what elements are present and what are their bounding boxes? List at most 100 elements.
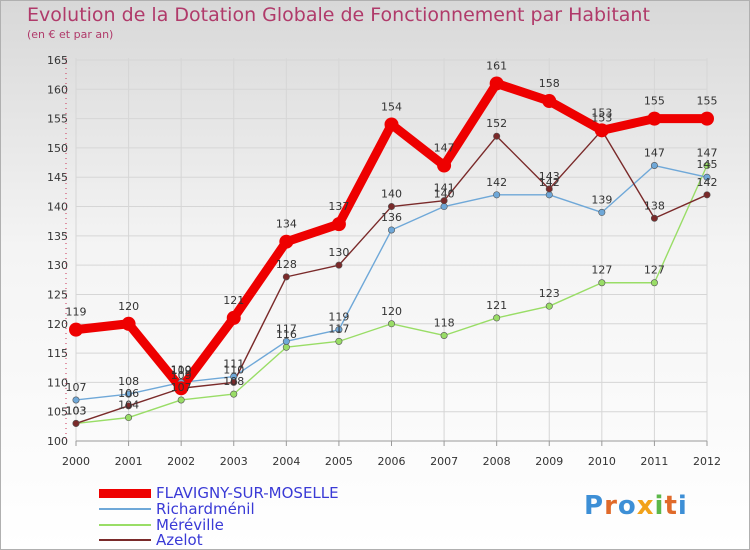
- x-tick-label: 2008: [483, 455, 511, 468]
- legend-item-mereville: Méréville: [99, 516, 224, 534]
- legend-swatch-richardmenil: [99, 508, 151, 510]
- data-label: 147: [434, 142, 455, 155]
- logo-letter: x: [636, 491, 655, 521]
- data-label: 147: [697, 147, 718, 160]
- data-point: [335, 261, 343, 269]
- data-label: 110: [223, 363, 244, 376]
- data-point: [331, 217, 346, 232]
- data-label: 155: [644, 95, 665, 108]
- x-tick-label: 2006: [378, 455, 406, 468]
- data-point: [387, 226, 395, 234]
- x-tick-label: 2002: [167, 455, 195, 468]
- data-label: 138: [644, 199, 665, 212]
- data-point: [703, 191, 711, 199]
- data-label: 116: [276, 328, 297, 341]
- data-point: [545, 185, 553, 193]
- data-label: 103: [66, 404, 87, 417]
- data-label: 127: [591, 264, 612, 277]
- chart-subtitle: (en € et par an): [27, 28, 114, 41]
- data-point: [335, 326, 343, 334]
- data-label: 127: [644, 264, 665, 277]
- data-point: [282, 337, 290, 345]
- data-label: 107: [171, 381, 192, 394]
- data-label: 109: [171, 369, 192, 382]
- data-point: [647, 111, 662, 126]
- legend-item-azelot: Azelot: [99, 531, 203, 549]
- data-point: [493, 314, 501, 322]
- x-tick-label: 2011: [640, 455, 668, 468]
- data-label: 106: [118, 387, 139, 400]
- legend-label-flavigny: FLAVIGNY-SUR-MOSELLE: [156, 484, 339, 502]
- data-point: [440, 331, 448, 339]
- data-point: [282, 343, 290, 351]
- data-label: 121: [223, 294, 244, 307]
- data-label: 142: [486, 176, 507, 189]
- data-label: 141: [434, 182, 455, 195]
- data-point: [598, 279, 606, 287]
- y-tick-label: 155: [47, 113, 68, 126]
- y-tick-label: 145: [47, 171, 68, 184]
- data-label: 119: [66, 306, 87, 319]
- data-label: 104: [118, 399, 139, 412]
- data-label: 142: [539, 176, 560, 189]
- data-label: 110: [171, 363, 192, 376]
- data-point: [125, 414, 133, 422]
- y-tick-label: 165: [47, 54, 68, 67]
- data-point: [125, 390, 133, 398]
- data-label: 134: [276, 218, 297, 231]
- data-point: [598, 208, 606, 216]
- x-tick-label: 2000: [62, 455, 90, 468]
- data-point: [387, 320, 395, 328]
- y-tick-label: 150: [47, 142, 68, 155]
- y-tick-label: 140: [47, 201, 68, 214]
- x-tick-label: 2005: [325, 455, 353, 468]
- data-point: [542, 94, 557, 109]
- data-point: [72, 419, 80, 427]
- legend-item-flavigny: FLAVIGNY-SUR-MOSELLE: [99, 484, 339, 502]
- y-tick-label: 100: [47, 435, 68, 448]
- data-label: 142: [697, 176, 718, 189]
- legend-label-mereville: Méréville: [156, 516, 224, 534]
- x-tick-label: 2001: [115, 455, 143, 468]
- data-point: [69, 322, 83, 337]
- x-tick-label: 2010: [588, 455, 616, 468]
- y-tick-label: 120: [47, 318, 68, 331]
- data-point: [650, 279, 658, 287]
- data-label: 155: [697, 95, 718, 108]
- y-tick-label: 160: [47, 83, 68, 96]
- data-point: [700, 111, 714, 126]
- data-label: 154: [381, 100, 402, 113]
- data-label: 121: [486, 299, 507, 312]
- data-point: [440, 197, 448, 205]
- data-label: 140: [381, 188, 402, 201]
- data-label: 152: [486, 117, 507, 130]
- data-point: [177, 396, 185, 404]
- data-point: [440, 203, 448, 211]
- data-label: 136: [381, 211, 402, 224]
- x-tick-label: 2009: [535, 455, 563, 468]
- data-point: [703, 173, 711, 181]
- data-label: 128: [276, 258, 297, 271]
- x-tick-label: 2012: [693, 455, 721, 468]
- data-label: 103: [66, 404, 87, 417]
- data-label: 108: [118, 375, 139, 388]
- data-point: [437, 158, 452, 173]
- data-point: [650, 162, 658, 170]
- data-label: 120: [381, 305, 402, 318]
- data-label: 147: [644, 147, 665, 160]
- data-label: 117: [328, 322, 349, 335]
- data-label: 139: [591, 193, 612, 206]
- x-tick-label: 2007: [430, 455, 458, 468]
- data-point: [489, 76, 504, 91]
- data-label: 153: [591, 106, 612, 119]
- y-tick-label: 105: [47, 406, 68, 419]
- y-tick-label: 130: [47, 259, 68, 272]
- proxiti-logo: Proxiti: [584, 491, 688, 521]
- data-point: [72, 396, 80, 404]
- data-point: [384, 117, 399, 132]
- data-label: 111: [223, 358, 244, 371]
- logo-letter: i: [677, 491, 688, 521]
- data-point: [545, 191, 553, 199]
- data-point: [493, 132, 501, 140]
